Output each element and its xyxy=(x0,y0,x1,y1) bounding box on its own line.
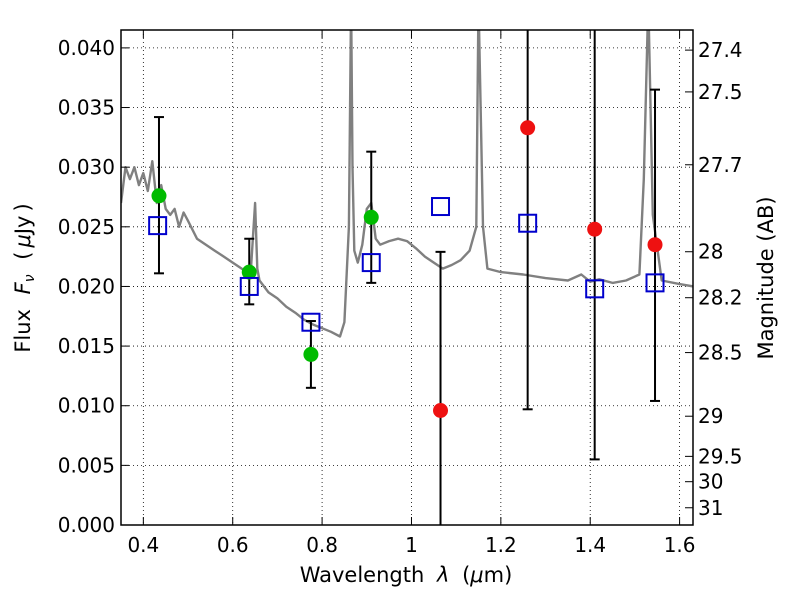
red-data-point xyxy=(433,402,449,418)
error-bar-layer xyxy=(153,30,661,525)
y-tick-label: 0.040 xyxy=(58,36,115,60)
mag-tick-label: 27.7 xyxy=(698,153,743,177)
x-axis-label: Wavelength λ (μm) xyxy=(300,563,513,587)
mag-tick-label: 28.2 xyxy=(698,286,743,310)
red-data-point xyxy=(587,221,603,237)
mag-tick-label: 29.5 xyxy=(698,444,743,468)
mag-tick-label: 28 xyxy=(698,240,723,264)
error-bar xyxy=(522,30,533,411)
blue-square-data-point xyxy=(239,276,259,296)
grid-lines xyxy=(121,30,693,526)
y-tick-label: 0.005 xyxy=(58,453,115,477)
x-tick-label: 0.4 xyxy=(127,533,159,557)
green-data-point xyxy=(241,264,257,280)
y-tick-label: 0.015 xyxy=(58,334,115,358)
mag-tick-label: 29 xyxy=(698,404,723,428)
plot-frame xyxy=(120,29,694,526)
model-spectrum-line xyxy=(121,30,693,338)
blue-square-data-point xyxy=(148,216,168,236)
mag-tick-label: 27.5 xyxy=(698,80,743,104)
red-data-point xyxy=(647,237,663,253)
error-bar xyxy=(589,30,600,461)
error-bar xyxy=(435,250,446,525)
x-tick-label: 1 xyxy=(405,533,418,557)
green-data-point xyxy=(303,346,319,362)
y2-axis-label: Magnitude (AB) xyxy=(754,196,778,359)
blue-square-data-point xyxy=(645,273,665,293)
y-axis-label: Flux Fν (μJy) xyxy=(11,203,39,352)
y-tick-label: 0.030 xyxy=(58,155,115,179)
y-tick-label: 0.035 xyxy=(58,96,115,120)
y-tick-label: 0.020 xyxy=(58,274,115,298)
green-data-point xyxy=(363,209,379,225)
blue-square-data-point xyxy=(361,253,381,273)
y-tick-label: 0.025 xyxy=(58,215,115,239)
points-layer xyxy=(148,120,665,418)
x-tick-label: 1.2 xyxy=(485,533,517,557)
x-tick-label: 1.6 xyxy=(664,533,696,557)
green-data-point xyxy=(151,188,167,204)
blue-square-data-point xyxy=(518,213,538,233)
x-tick-label: 0.6 xyxy=(217,533,249,557)
blue-square-data-point xyxy=(585,279,605,299)
mag-tick-label: 27.4 xyxy=(698,38,743,62)
mag-tick-label: 31 xyxy=(698,496,723,520)
mag-tick-label: 30 xyxy=(698,470,723,494)
blue-square-data-point xyxy=(301,312,321,332)
x-tick-label: 0.8 xyxy=(306,533,338,557)
ticks-layer: 0.4 0.6 0.8 1 1.2 1.4 1.6 0.000 0.005 0.010 0.015 0… xyxy=(58,30,743,557)
y-tick-label: 0.010 xyxy=(58,394,115,418)
red-data-point xyxy=(520,120,536,136)
spectrum-layer xyxy=(121,30,693,338)
y-tick-label: 0.000 xyxy=(58,513,115,537)
x-tick-label: 1.4 xyxy=(574,533,606,557)
mag-tick-label: 28.5 xyxy=(698,341,743,365)
blue-square-data-point xyxy=(431,197,451,217)
